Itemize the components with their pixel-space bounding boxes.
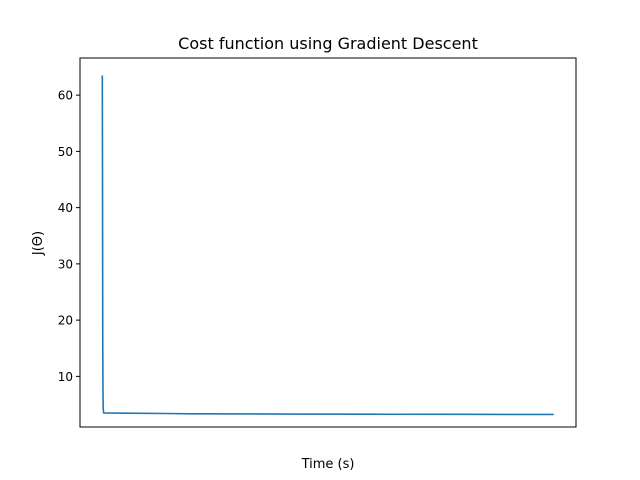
axes-frame xyxy=(79,57,577,428)
y-tick-label-1: 20 xyxy=(58,314,73,328)
y-tick-label-2: 30 xyxy=(58,257,73,271)
plot-area xyxy=(101,75,554,416)
series-line-0 xyxy=(101,75,554,416)
x-axis-label: Time (s) xyxy=(301,457,355,472)
y-axis-ticks: 10 20 30 40 50 60 xyxy=(58,89,80,384)
y-tick-label-4: 50 xyxy=(58,145,73,159)
y-tick-label-3: 40 xyxy=(58,201,73,215)
y-tick-label-0: 10 xyxy=(58,370,73,384)
y-tick-label-5: 60 xyxy=(58,89,73,103)
y-axis-label: J(Θ) xyxy=(31,231,46,256)
chart-title: Cost function using Gradient Descent xyxy=(178,34,478,53)
